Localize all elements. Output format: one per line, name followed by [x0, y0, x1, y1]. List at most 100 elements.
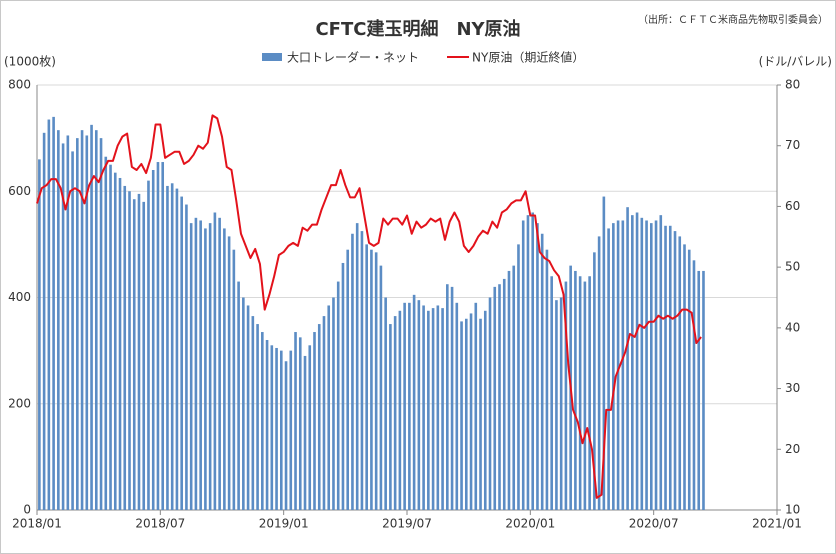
bar: [455, 302, 459, 510]
bar: [498, 284, 501, 510]
x-tick-label: 2021/01: [752, 517, 802, 531]
bar: [317, 324, 321, 510]
bar: [673, 231, 677, 510]
bar: [109, 164, 112, 510]
bar: [118, 177, 122, 510]
bar: [289, 350, 293, 510]
bar: [194, 217, 198, 510]
bar: [555, 300, 558, 510]
bar: [132, 199, 136, 510]
bar: [57, 130, 60, 510]
bar: [398, 310, 402, 510]
bar: [574, 270, 577, 510]
bar: [208, 223, 212, 510]
y2-tick-label: 20: [785, 442, 800, 456]
bar: [355, 223, 359, 510]
bar: [332, 297, 335, 510]
bar: [488, 297, 492, 510]
bar: [308, 345, 312, 510]
y2-tick-label: 70: [785, 138, 800, 152]
line: [36, 114, 702, 499]
bar: [536, 223, 539, 510]
bar: [199, 220, 202, 510]
bar: [113, 172, 117, 510]
bar: [654, 220, 658, 510]
bar: [612, 223, 615, 510]
bar: [493, 286, 497, 510]
bar: [460, 321, 463, 510]
y-tick-label: 600: [8, 184, 31, 198]
bar: [370, 249, 373, 510]
bar: [76, 138, 79, 510]
bar: [275, 347, 278, 510]
bar: [374, 252, 378, 510]
bar: [71, 151, 74, 510]
bar: [346, 249, 350, 510]
bar: [640, 217, 644, 510]
bar: [242, 297, 245, 510]
bar: [540, 233, 544, 510]
x-tick-label: 2019/01: [259, 517, 309, 531]
bar: [180, 196, 183, 510]
bar: [303, 355, 307, 510]
bar: [204, 228, 207, 510]
bar: [365, 244, 368, 510]
bar: [261, 332, 264, 510]
y-tick-label: 800: [8, 78, 31, 92]
bar: [327, 305, 331, 510]
bar: [521, 220, 525, 510]
bar: [616, 220, 620, 510]
bar: [232, 249, 236, 510]
x-tick-label: 2018/01: [12, 517, 62, 531]
x-tick-label: 2020/01: [505, 517, 555, 531]
bar: [602, 196, 606, 510]
bar: [645, 220, 648, 510]
bar: [166, 185, 169, 510]
bar: [427, 310, 430, 510]
bar: [422, 305, 425, 510]
bar: [265, 340, 269, 510]
bar: [85, 135, 89, 510]
bar: [256, 324, 259, 510]
bar: [38, 159, 41, 510]
bar: [223, 228, 226, 510]
bar: [379, 265, 383, 510]
y2-tick-label: 50: [785, 260, 800, 274]
bar: [270, 345, 274, 510]
legend-swatch: [262, 53, 282, 61]
bar: [185, 204, 188, 510]
bar: [147, 180, 150, 510]
bar: [175, 188, 179, 510]
bar: [351, 233, 354, 510]
bar: [389, 324, 392, 510]
bar: [597, 236, 601, 510]
bar: [621, 220, 625, 510]
bar: [483, 310, 487, 510]
bar: [170, 183, 174, 510]
legend-label: NY原油（期近終値）: [472, 50, 584, 65]
bar: [668, 225, 672, 510]
bar: [664, 225, 667, 510]
bar: [137, 193, 141, 510]
bar: [322, 316, 326, 510]
bar: [279, 350, 283, 510]
bar: [313, 332, 316, 510]
y2-axis-label: (ドル/バレル): [759, 55, 832, 69]
bar: [94, 130, 98, 510]
bar: [464, 318, 468, 510]
bar: [47, 119, 51, 510]
bar: [526, 215, 530, 510]
y2-tick-label: 80: [785, 78, 800, 92]
bar: [142, 201, 146, 510]
bar: [294, 332, 297, 510]
x-tick-label: 2020/07: [629, 517, 679, 531]
y2-tick-label: 40: [785, 320, 800, 334]
x-tick-label: 2019/07: [382, 517, 432, 531]
bar: [692, 260, 696, 510]
bar: [393, 316, 397, 510]
bar: [659, 215, 663, 510]
bar: [42, 132, 46, 510]
x-tick-label: 2018/07: [135, 517, 185, 531]
